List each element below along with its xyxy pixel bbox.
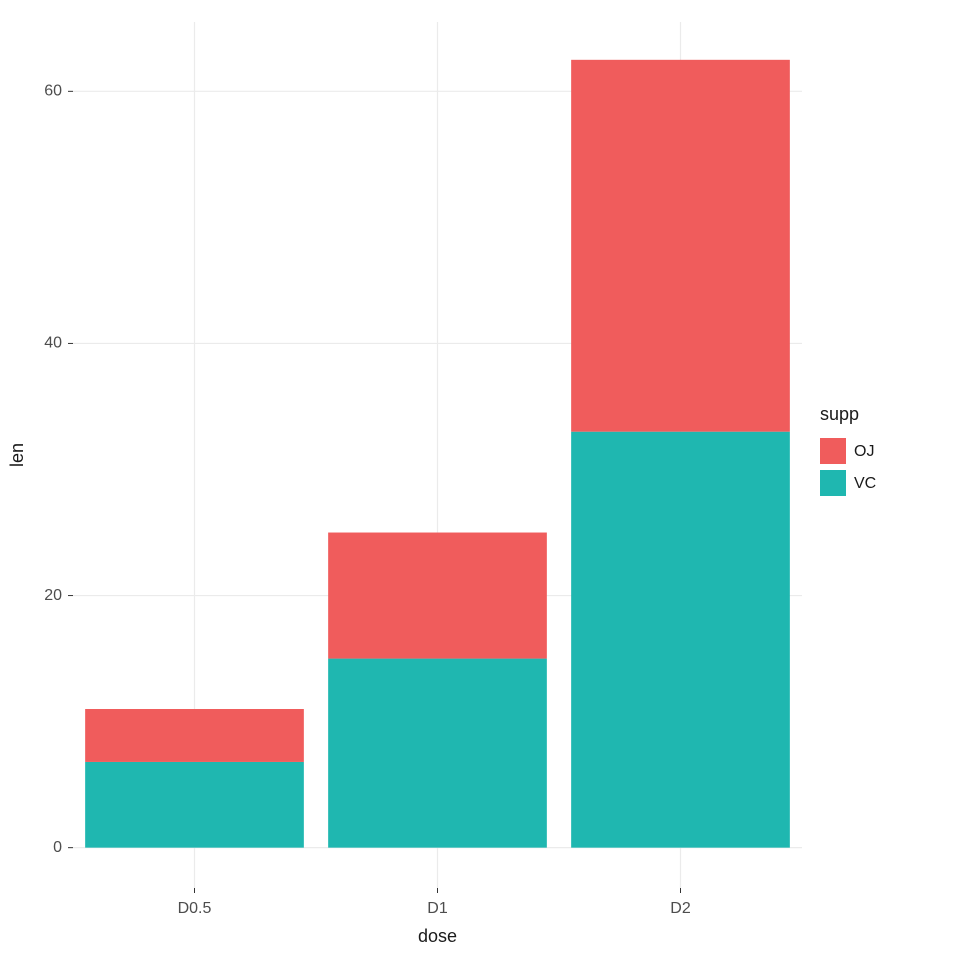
legend-label-oj: OJ xyxy=(854,443,874,460)
chart-container: 0 20 40 60 D0.5 D1 D2 dose len supp OJ VC xyxy=(0,0,960,960)
bar-d2-oj xyxy=(571,60,790,432)
x-axis-title: dose xyxy=(418,926,457,946)
y-tick-label: 0 xyxy=(53,839,62,856)
y-tick-label: 60 xyxy=(44,83,62,100)
y-tick-label: 40 xyxy=(44,335,62,352)
bar-d0_5-oj xyxy=(85,709,304,762)
bar-d1-vc xyxy=(328,659,547,848)
x-tick-label: D1 xyxy=(427,900,448,917)
bar-d1-oj xyxy=(328,533,547,659)
legend-title: supp xyxy=(820,404,859,424)
y-axis-title: len xyxy=(7,443,27,467)
legend-swatch-vc xyxy=(820,470,846,496)
x-tick-label: D0.5 xyxy=(178,900,212,917)
y-tick-label: 20 xyxy=(44,587,62,604)
stacked-bar-chart: 0 20 40 60 D0.5 D1 D2 dose len supp OJ VC xyxy=(0,0,960,960)
bar-d0_5-vc xyxy=(85,762,304,848)
bar-d2-vc xyxy=(571,432,790,848)
x-tick-label: D2 xyxy=(670,900,691,917)
legend-label-vc: VC xyxy=(854,475,876,492)
legend-swatch-oj xyxy=(820,438,846,464)
